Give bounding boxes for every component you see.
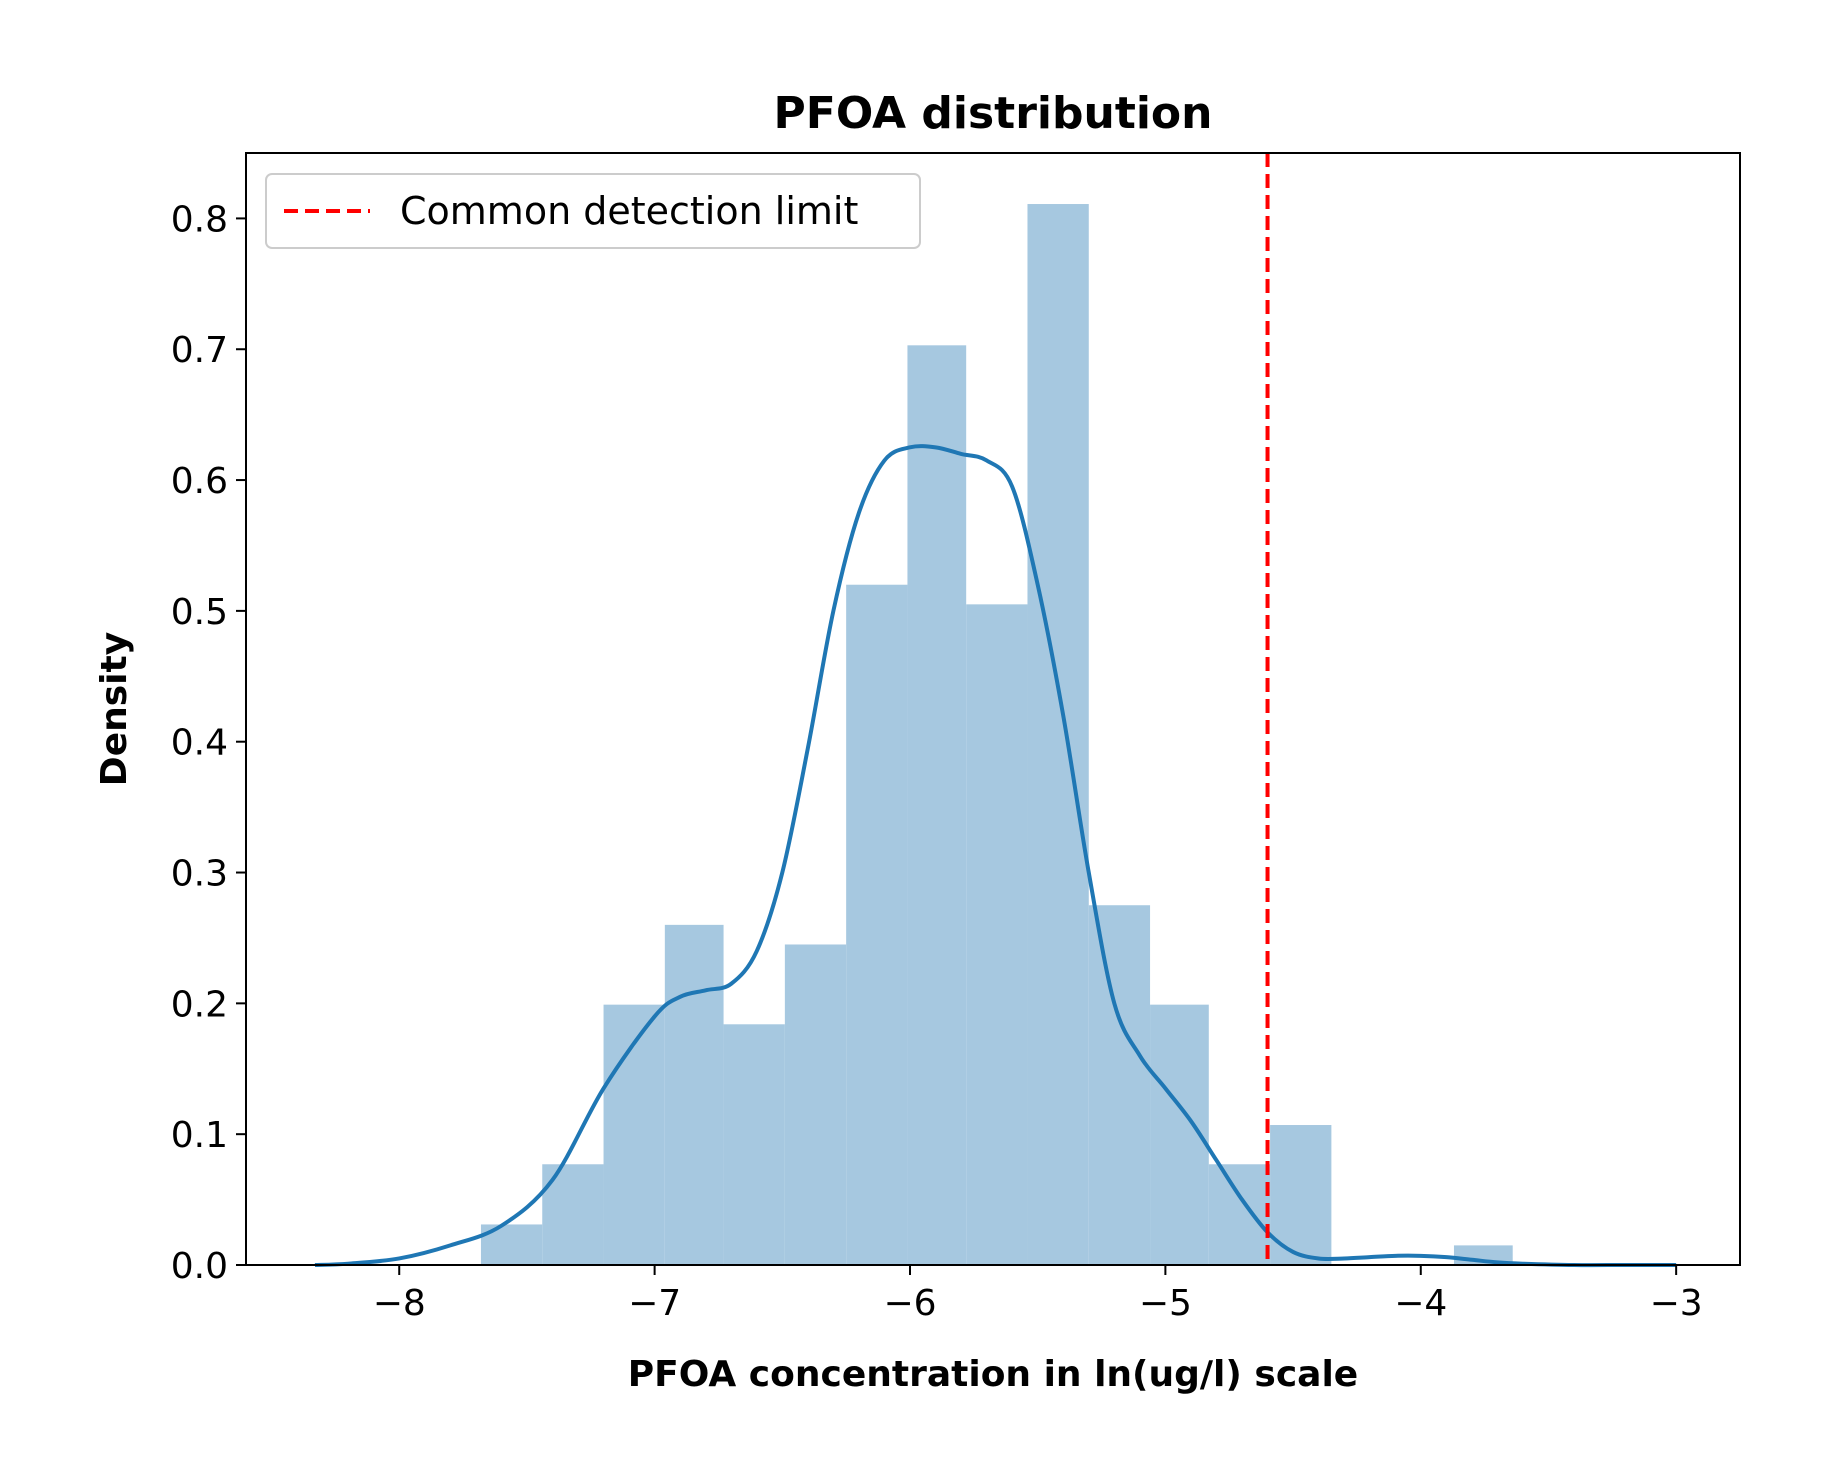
y-tick-label: 0.6 bbox=[171, 461, 228, 502]
y-axis-label: Density bbox=[94, 632, 135, 786]
legend-label-detection-limit: Common detection limit bbox=[400, 189, 858, 233]
y-axis-ticks: 0.0 0.1 0.2 0.3 0.4 0.5 0.6 0.7 0.8 bbox=[171, 199, 246, 1287]
y-tick-label: 0.5 bbox=[171, 592, 228, 633]
x-tick-label: −7 bbox=[628, 1283, 681, 1324]
histogram-bar-8 bbox=[966, 604, 1028, 1265]
histogram-bar-12 bbox=[1208, 1164, 1271, 1265]
kde-curve-layer bbox=[314, 444, 1677, 1268]
y-tick-label: 0.2 bbox=[171, 984, 228, 1025]
histogram-bar-5 bbox=[784, 944, 847, 1265]
x-tick-label: −4 bbox=[1394, 1283, 1447, 1324]
x-axis-ticks: −8 −7 −6 −5 −4 −3 bbox=[373, 1265, 1703, 1324]
legend-box bbox=[265, 173, 921, 249]
histogram-bar-3 bbox=[664, 924, 724, 1265]
chart-title: PFOA distribution bbox=[774, 88, 1213, 139]
kde-curve bbox=[314, 444, 1677, 1268]
x-tick-label: −3 bbox=[1650, 1283, 1703, 1324]
legend: Common detection limit bbox=[265, 173, 921, 249]
histogram-bar-2 bbox=[603, 1004, 665, 1265]
y-tick-label: 0.3 bbox=[171, 854, 228, 895]
y-tick-label: 0.8 bbox=[171, 199, 228, 240]
histogram-bar-4 bbox=[723, 1024, 785, 1265]
y-tick-label: 0.7 bbox=[171, 330, 228, 371]
histogram-bar-10 bbox=[1088, 905, 1151, 1265]
y-tick-label: 0.1 bbox=[171, 1115, 228, 1156]
y-tick-label: 0.0 bbox=[171, 1246, 228, 1287]
histogram-bars bbox=[480, 204, 1513, 1266]
y-tick-label: 0.4 bbox=[171, 723, 228, 764]
x-tick-label: −8 bbox=[373, 1283, 426, 1324]
x-axis-label: PFOA concentration in ln(ug/l) scale bbox=[628, 1354, 1358, 1395]
histogram-bar-6 bbox=[846, 584, 908, 1265]
x-tick-label: −6 bbox=[883, 1283, 936, 1324]
x-tick-label: −5 bbox=[1139, 1283, 1192, 1324]
histogram-bar-7 bbox=[907, 345, 967, 1266]
histogram-bar-9 bbox=[1027, 204, 1089, 1265]
axes-frame bbox=[245, 152, 1741, 1266]
